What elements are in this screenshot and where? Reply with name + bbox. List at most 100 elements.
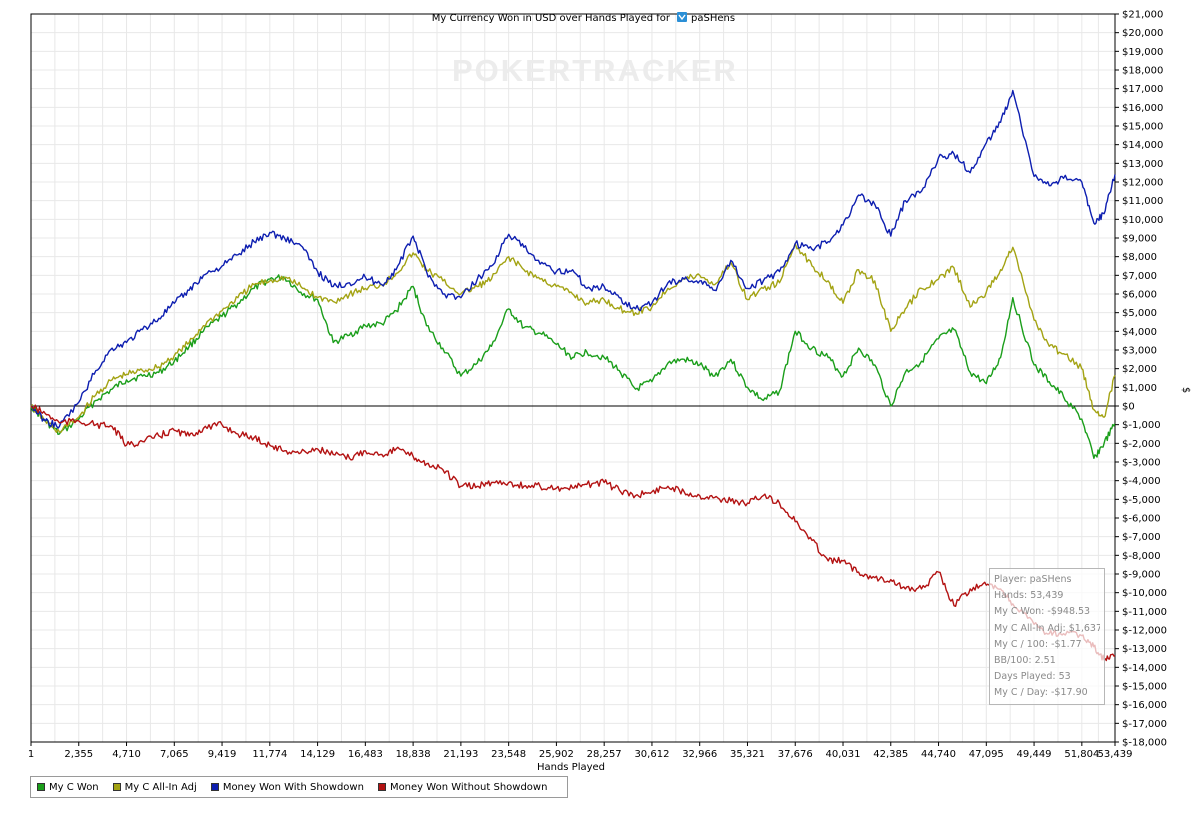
x-tick-label: 44,740 <box>921 749 956 760</box>
legend-label: Money Won Without Showdown <box>389 781 548 793</box>
legend-label: My C All-In Adj <box>124 781 197 793</box>
x-tick-label: 2,355 <box>64 749 93 760</box>
chart-title-player: paSHens <box>691 13 735 24</box>
y-tick-label: $17,000 <box>1122 84 1163 95</box>
y-tick-label: $16,000 <box>1122 103 1163 114</box>
y-tick-label: $-10,000 <box>1122 588 1167 599</box>
y-tick-label: $-15,000 <box>1122 682 1167 693</box>
tooltip-row: Player: paSHens <box>994 572 1100 588</box>
tooltip-label: My C Won: <box>994 606 1048 618</box>
x-tick-label: 35,321 <box>730 749 765 760</box>
x-tick-label: 18,838 <box>396 749 431 760</box>
tooltip-row: My C / Day: -$17.90 <box>994 685 1100 701</box>
y-tick-label: $-2,000 <box>1122 439 1161 450</box>
plot-frame <box>30 13 1116 743</box>
legend-item: Money Won Without Showdown <box>377 781 548 793</box>
tooltip-label: My C / Day: <box>994 687 1051 699</box>
x-tick-label: 40,031 <box>826 749 861 760</box>
tooltip-row: My C All-In Adj: $1,637.03 <box>994 621 1100 637</box>
y-tick-label: $-17,000 <box>1122 719 1167 730</box>
y-tick-label: $-12,000 <box>1122 626 1167 637</box>
tooltip-value: $1,637.03 <box>1068 622 1100 634</box>
y-tick-label: $4,000 <box>1122 327 1157 338</box>
y-tick-label: $14,000 <box>1122 140 1163 151</box>
tooltip-value: -$1.77 <box>1051 638 1082 650</box>
tooltip-label: Days Played: <box>994 671 1059 683</box>
x-tick-label: 37,676 <box>778 749 813 760</box>
tooltip-value: 53,439 <box>1030 590 1064 602</box>
x-tick-label: 11,774 <box>252 749 287 760</box>
tooltip-label: My C / 100: <box>994 638 1052 650</box>
legend-item: Money Won With Showdown <box>210 781 364 793</box>
y-tick-label: $9,000 <box>1122 234 1157 245</box>
legend-swatch <box>210 783 219 791</box>
y-tick-label: $-13,000 <box>1122 644 1167 655</box>
x-tick-label: 4,710 <box>112 749 141 760</box>
y-tick-label: $-4,000 <box>1122 476 1161 487</box>
x-axis-ticks: 1 2,355 4,710 7,065 9,419 11,774 14,129 16,483 1… <box>28 742 1133 760</box>
x-tick-label: 7,065 <box>160 749 189 760</box>
y-tick-label: $-7,000 <box>1122 532 1161 543</box>
x-tick-label: 9,419 <box>208 749 237 760</box>
y-tick-label: $3,000 <box>1122 346 1157 357</box>
y-tick-label: $10,000 <box>1122 215 1163 226</box>
tooltip-label: My C All-In Adj: <box>994 622 1069 634</box>
y-tick-label: $-14,000 <box>1122 663 1167 674</box>
x-tick-label: 32,966 <box>682 749 717 760</box>
legend-item: My C Won <box>37 782 99 793</box>
x-tick-label: 53,439 <box>1098 749 1133 760</box>
x-tick-label: 42,385 <box>873 749 908 760</box>
x-tick-label: 28,257 <box>587 749 622 760</box>
y-tick-label: $8,000 <box>1122 252 1157 263</box>
x-tick-label: 16,483 <box>348 749 383 760</box>
legend-label: Money Won With Showdown <box>222 781 364 793</box>
y-axis-label: $ <box>1180 387 1191 393</box>
player-site-icon <box>677 12 687 22</box>
y-tick-label: $21,000 <box>1122 10 1163 21</box>
y-tick-label: $-3,000 <box>1122 458 1161 469</box>
y-tick-label: $-9,000 <box>1122 570 1161 581</box>
x-tick-label: 23,548 <box>491 749 526 760</box>
y-axis-ticks: $21,000 $20,000 $19,000 $18,000 $17,000 $16,0… <box>1115 10 1167 749</box>
y-tick-label: $7,000 <box>1122 271 1157 282</box>
tooltip-value: 2.51 <box>1034 654 1056 666</box>
y-tick-label: $0 <box>1122 402 1135 413</box>
y-tick-label: $13,000 <box>1122 159 1163 170</box>
tooltip-value: -$17.90 <box>1051 687 1088 699</box>
y-tick-label: $12,000 <box>1122 178 1163 189</box>
tooltip-row: My C Won: -$948.53 <box>994 604 1100 620</box>
legend-swatch <box>37 783 45 791</box>
x-tick-label: 30,612 <box>634 749 669 760</box>
y-tick-label: $-1,000 <box>1122 420 1161 431</box>
y-tick-label: $1,000 <box>1122 383 1157 394</box>
chart-legend: My C Won My C All-In Adj Money Won With Sh… <box>30 776 569 798</box>
series-line-my-c-all-in-adj <box>30 242 1116 433</box>
x-tick-label: 1 <box>28 749 34 760</box>
hover-tooltip: Player: paSHens Hands: 53,439 My C Won: -$… <box>989 568 1105 705</box>
series-line-my-c-won <box>30 274 1116 459</box>
tooltip-value: -$948.53 <box>1047 606 1091 618</box>
y-tick-label: $19,000 <box>1122 47 1163 58</box>
x-axis-label: Hands Played <box>537 762 605 773</box>
y-tick-label: $18,000 <box>1122 66 1163 77</box>
series-line-money-won-with-showdown <box>30 89 1116 429</box>
tooltip-label: Player: <box>994 574 1030 585</box>
y-tick-label: $-18,000 <box>1122 738 1167 749</box>
grid-lines <box>30 13 1116 743</box>
x-tick-label: 25,902 <box>539 749 574 760</box>
legend-swatch <box>377 783 386 791</box>
x-tick-label: 47,095 <box>969 749 1004 760</box>
x-tick-label: 49,449 <box>1017 749 1052 760</box>
series-lines <box>30 89 1116 662</box>
y-tick-label: $20,000 <box>1122 28 1163 39</box>
y-tick-label: $5,000 <box>1122 308 1157 319</box>
chart-title: My Currency Won in USD over Hands Played… <box>432 12 735 24</box>
y-tick-label: $2,000 <box>1122 364 1157 375</box>
x-tick-label: 14,129 <box>300 749 335 760</box>
series-line-money-won-without-showdown <box>30 404 1116 662</box>
tooltip-row: BB/100: 2.51 <box>994 653 1100 669</box>
tooltip-label: Hands: <box>994 590 1031 602</box>
y-tick-label: $6,000 <box>1122 290 1157 301</box>
chart-title-text: My Currency Won in USD over Hands Played… <box>432 13 671 24</box>
